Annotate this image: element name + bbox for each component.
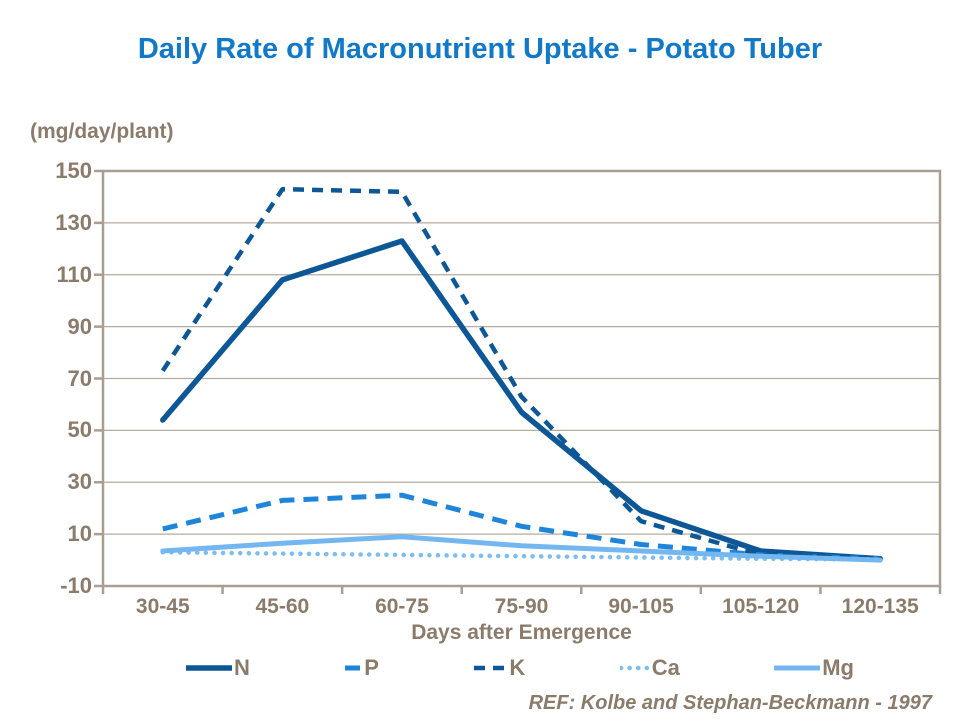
x-axis-category-label: 30-45 <box>135 595 190 618</box>
series-line-N <box>160 238 883 562</box>
y-axis-tick-label: 110 <box>56 261 93 287</box>
legend-line-sample <box>619 665 650 671</box>
y-axis-tick-label: 150 <box>55 158 92 183</box>
x-axis-category-label: 75-90 <box>494 595 549 618</box>
chart-legend: N P K Ca Mg <box>186 654 854 682</box>
legend-line-sample <box>774 665 821 671</box>
legend-label: P <box>364 655 379 680</box>
legend-label: Mg <box>822 655 854 680</box>
legend-line-sample <box>474 665 507 671</box>
series-line-Mg <box>160 534 883 563</box>
series-line-Ca <box>160 550 883 562</box>
legend-item-N: N <box>186 655 250 681</box>
x-axis-category-label: 120-135 <box>841 595 919 618</box>
legend-item-P: P <box>344 655 379 681</box>
x-axis-title: Days after Emergence <box>411 621 632 644</box>
legend-line-sample <box>186 665 232 671</box>
legend-item-K: K <box>473 655 525 681</box>
legend-item-Mg: Mg <box>774 655 854 681</box>
x-axis-category-label: 60-75 <box>375 595 429 618</box>
y-axis-tick-label: 90 <box>67 313 92 339</box>
legend-label: K <box>509 655 526 680</box>
y-axis-unit-label: (mg/day/plant) <box>30 120 174 143</box>
chart-title: Daily Rate of Macronutrient Uptake - Pot… <box>137 33 823 65</box>
x-axis-category-label: 45-60 <box>255 595 310 618</box>
legend-label: Ca <box>651 655 680 680</box>
x-axis-category-label: 90-105 <box>608 595 674 618</box>
legend-item-Ca: Ca <box>619 655 680 681</box>
y-axis-tick-label: 130 <box>55 209 92 235</box>
y-axis-tick-label: 70 <box>67 365 92 391</box>
x-axis-category-label: 105-120 <box>722 595 800 618</box>
y-axis-tick-label: 10 <box>67 521 92 547</box>
y-axis-tick-label: 30 <box>67 469 92 495</box>
series-line-K <box>160 186 881 562</box>
y-axis-tick-label: -10 <box>60 573 92 598</box>
reference-note: REF: Kolbe and Stephan-Beckmann - 1997 <box>528 692 932 714</box>
legend-line-sample <box>345 665 362 671</box>
y-axis-tick-label: 50 <box>67 417 92 443</box>
legend-label: N <box>234 655 250 680</box>
